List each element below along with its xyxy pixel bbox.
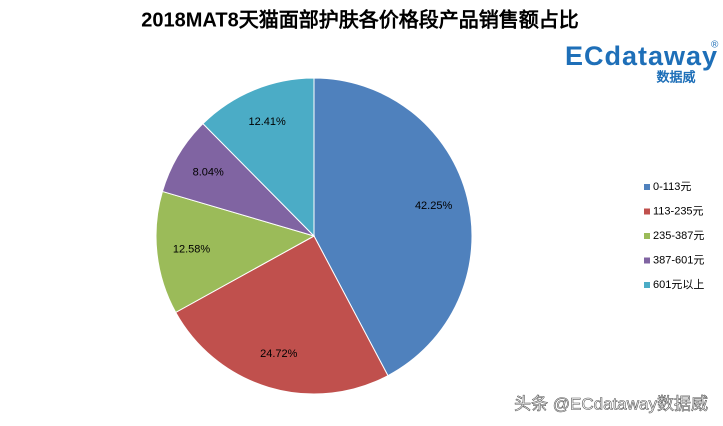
pie-slice [313, 77, 473, 377]
data-label: 24.72% [260, 348, 298, 360]
watermark: 头条 @ECdataway数据威 [514, 394, 708, 413]
logo-mark: ® [711, 40, 719, 51]
legend-marker [644, 282, 650, 288]
legend-label: 235-387元 [653, 230, 704, 242]
legend-marker [644, 208, 650, 215]
legend-marker [644, 233, 650, 239]
legend-marker [644, 257, 650, 264]
pie-slice [175, 235, 389, 395]
legend-label: 387-601元 [653, 254, 704, 266]
data-label: 12.58% [173, 243, 211, 255]
legend-label: 113-235元 [653, 205, 704, 217]
legend-label: 0-113元 [653, 181, 691, 193]
data-label: 42.25% [415, 200, 453, 212]
legend-marker [644, 184, 650, 190]
data-label: 12.41% [249, 116, 287, 128]
logo-subtitle: 数据威 [656, 69, 695, 84]
legend-label: 601元以上 [653, 278, 704, 291]
logo-text: ECdataway [565, 41, 718, 71]
pie-slice [155, 190, 316, 314]
pie-slice [202, 77, 315, 238]
chart-title: 2018MAT8天猫面部护肤各价格段产品销售额占比 [141, 7, 578, 31]
data-label: 8.04% [193, 167, 224, 179]
